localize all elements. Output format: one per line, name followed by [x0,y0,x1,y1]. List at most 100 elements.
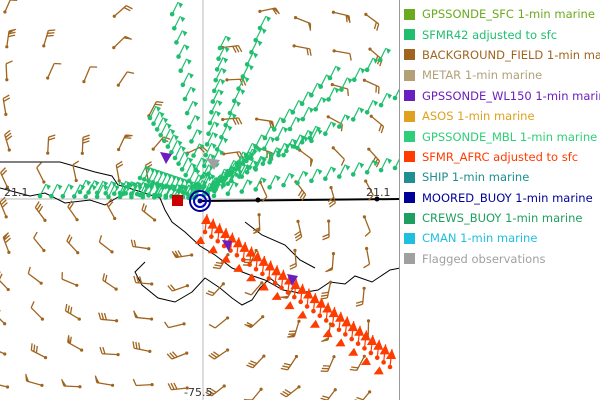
wind-barb [320,355,336,373]
wind-barb [320,280,333,300]
track-point [374,196,380,202]
sfmr42-barb [207,110,221,126]
legend-swatch [404,29,415,41]
legend-swatch [404,131,415,143]
wind-barb [4,129,13,152]
sfmr42-barb [276,142,290,158]
wind-barb [293,16,312,32]
sfmr42-barb [195,171,209,187]
flagged-observation-marker [206,158,220,170]
sfmr42-barb [364,160,379,175]
wind-barb [222,151,244,159]
wind-barb [289,248,297,270]
legend-item[interactable]: METAR 1-min marine [404,65,600,85]
legend-swatch [404,171,415,183]
wind-barb [355,286,366,307]
sfmr42-barb [309,168,323,184]
wind-barb [364,12,380,31]
wind-barb [246,354,266,369]
sfmr42-barb [213,67,227,83]
sfmr-afrc-barb [271,265,282,286]
sfmr42-barb [225,181,239,197]
sfmr-afrc-barb [207,223,224,254]
sfmr42-barb [351,67,366,83]
wind-barb [332,49,352,61]
sfmr42-barb [291,134,306,149]
wind-barb [30,343,48,360]
legend-swatch [404,8,415,20]
legend-item[interactable]: SHIP 1-min marine [404,167,600,187]
wind-barb [61,378,82,389]
legend-item[interactable]: ASOS 1-min marine [404,106,600,126]
gpssonde-wl150-marker [160,152,172,164]
sfmr42-barb [171,16,186,31]
wind-barb [72,160,80,183]
legend-label: GPSSONDE_MBL 1-min marine [422,129,598,144]
wind-barb [132,341,152,354]
wind-barb [102,273,118,291]
legend-label: Flagged observations [422,251,546,266]
sfmr42-barb [183,162,197,178]
coastline [134,261,283,306]
sfmr-afrc-barb [334,311,345,333]
sfmr42-barb [392,158,399,171]
legend-item[interactable]: GPSSONDE_WL150 1-min marine [404,86,600,106]
legend-item[interactable]: BACKGROUND_FIELD 1-min marine [404,45,600,65]
wind-barb [99,346,120,357]
legend-item[interactable]: SFMR_AFRC adjusted to sfc [404,147,600,167]
legend-item[interactable]: GPSSONDE_MBL 1-min marine [404,126,600,146]
wind-barb [3,0,18,14]
wind-barb [331,10,351,24]
sfmr42-barb [189,129,203,144]
wind-barb [243,315,265,329]
wind-barb [362,215,371,237]
wind-barb [367,147,381,168]
legend-label: SFMR42 adjusted to sfc [422,27,558,42]
legend-label: GPSSONDE_WL150 1-min marine [422,88,600,103]
wind-barb [166,351,189,360]
sfmr42-barb [49,183,63,199]
wind-barb [364,179,374,201]
legend-item[interactable]: CMAN 1-min marine [404,228,600,248]
legend-label: ASOS 1-min marine [422,109,535,124]
sfmr-afrc-barb [348,325,365,356]
sfmr42-barb [174,30,188,45]
sfmr42-barb [323,121,337,137]
sfmr42-barb [323,166,337,182]
wind-barb [94,374,115,387]
sfmr-afrc-barb [347,321,358,342]
legend-item[interactable]: SFMR42 adjusted to sfc [404,24,600,44]
map-canvas: 21.1 21.1 -75.5 [0,0,399,400]
sfmr42-barb [193,157,207,173]
legend-label: MOORED_BUOY 1-min marine [422,190,593,205]
sfmr42-barb [182,86,196,102]
sfmr42-barb [281,172,295,188]
wind-barb [98,312,119,323]
wind-barb [327,185,336,208]
wind-barb [255,117,275,130]
wind-barb [61,272,79,287]
longitude-label-bottom: -75.5 [184,386,212,399]
wind-barb [133,275,154,286]
legend-swatch [404,151,415,163]
sfmr-afrc-barb [232,237,243,258]
legend-label: METAR 1-min marine [422,68,543,83]
legend-item[interactable]: GPSSONDE_SFC 1-min marine [404,4,600,24]
sfmr-afrc-barb [322,302,333,323]
sfmr-afrc-barb [373,344,390,375]
sfmr42-barb [210,89,224,104]
legend-swatch [404,110,415,122]
sfmr42-barb [147,105,161,121]
sfmr-afrc-barb [297,288,314,319]
legend: GPSSONDE_SFC 1-min marine SFMR42 adjusted… [404,4,600,269]
wind-barb [67,334,84,352]
sfmr-afrc-barb [284,279,301,310]
sfmr42-barb [158,122,172,138]
legend-item[interactable]: CREWS_BUOY 1-min marine [404,208,600,228]
wind-barb [324,252,336,273]
sfmr42-barb [313,97,327,112]
sfmr-afrc-barb [195,213,211,244]
legend-item[interactable]: MOORED_BUOY 1-min marine [404,188,600,208]
wind-observation-map[interactable]: 21.1 21.1 -75.5 [0,0,400,400]
legend-item[interactable]: Flagged observations [404,249,600,269]
